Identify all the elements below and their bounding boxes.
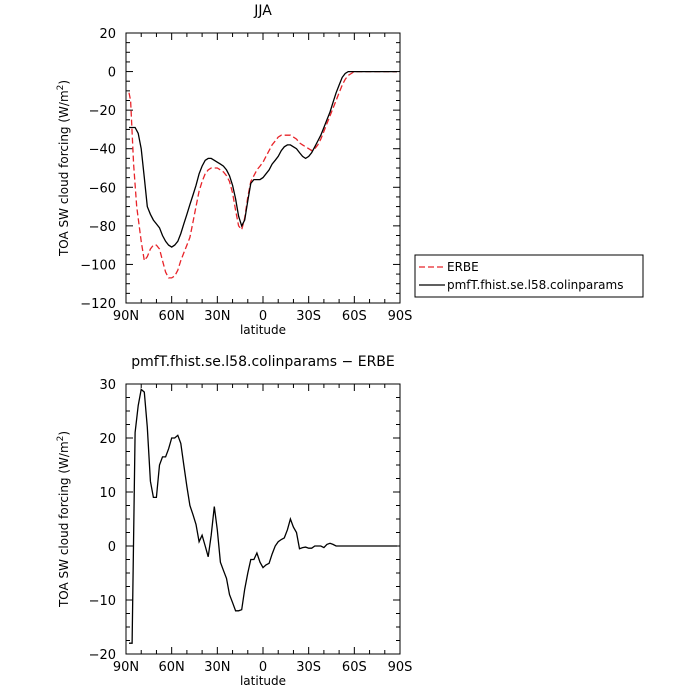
y-tick-label: 10 <box>99 486 116 501</box>
y-axis-label: TOA SW cloud forcing (W/m2) <box>56 80 71 257</box>
x-tick-label: 30N <box>204 309 230 324</box>
x-tick-label: 60S <box>342 309 367 324</box>
x-axis-label: latitude <box>240 674 286 688</box>
chart-panel-bottom: pmfT.fhist.se.l58.colinparams − ERBE 90N 6… <box>56 354 412 688</box>
legend: ERBE pmfT.fhist.se.l58.colinparams <box>414 254 644 298</box>
chart-title: JJA <box>253 3 272 19</box>
y-axis-label-main: TOA SW cloud forcing (W/m <box>57 441 71 608</box>
y-tick-label: 30 <box>99 378 116 393</box>
plot-frame <box>125 32 401 304</box>
legend-label: ERBE <box>447 260 479 274</box>
y-tick-label: −80 <box>89 220 116 235</box>
x-tick-label: 60N <box>159 309 185 324</box>
y-tick-label: −20 <box>89 648 116 663</box>
plot-frame <box>125 383 401 655</box>
x-tick-label: 30S <box>296 660 321 675</box>
series-line-pmft-fhist-se-l58-colinparams <box>129 70 397 248</box>
y-tick-label: −100 <box>80 258 116 273</box>
x-tick-label: 60S <box>342 660 367 675</box>
y-tick-label: −120 <box>80 297 116 312</box>
x-tick-label: 30S <box>296 309 321 324</box>
y-tick-label: 20 <box>99 27 116 42</box>
y-axis-label: TOA SW cloud forcing (W/m2) <box>56 431 71 608</box>
y-axis-label-main: TOA SW cloud forcing (W/m <box>57 90 71 257</box>
series-line-erbe <box>128 70 397 279</box>
x-tick-label: 0 <box>259 660 267 675</box>
y-axis-label-end: ) <box>57 431 71 436</box>
y-tick-label: 0 <box>108 66 116 81</box>
x-tick-label: 90S <box>388 660 413 675</box>
x-tick-label: 90N <box>113 660 139 675</box>
x-tick-label: 30N <box>204 660 230 675</box>
y-axis-label-sup: 2 <box>56 436 66 442</box>
y-tick-label: −10 <box>89 594 116 609</box>
y-tick-label: −40 <box>89 143 116 158</box>
y-axis-label-end: ) <box>57 80 71 85</box>
x-tick-label: 0 <box>259 309 267 324</box>
legend-box <box>414 254 644 298</box>
x-axis-label: latitude <box>240 323 286 337</box>
y-tick-label: 0 <box>108 540 116 555</box>
chart-panel-top: JJA 90N 60N 30N 0 30S 60S 90S 20 0 −20 −40 −60 −80 −10… <box>56 3 644 337</box>
legend-label: pmfT.fhist.se.l58.colinparams <box>447 278 623 292</box>
y-tick-label: 20 <box>99 432 116 447</box>
y-tick-label: −60 <box>89 181 116 196</box>
y-axis-label-sup: 2 <box>56 85 66 91</box>
y-tick-label: −20 <box>89 104 116 119</box>
x-tick-label: 90N <box>113 309 139 324</box>
x-tick-label: 90S <box>388 309 413 324</box>
x-tick-label: 60N <box>159 660 185 675</box>
chart-title: pmfT.fhist.se.l58.colinparams − ERBE <box>131 354 395 370</box>
series-line-difference <box>129 388 397 644</box>
